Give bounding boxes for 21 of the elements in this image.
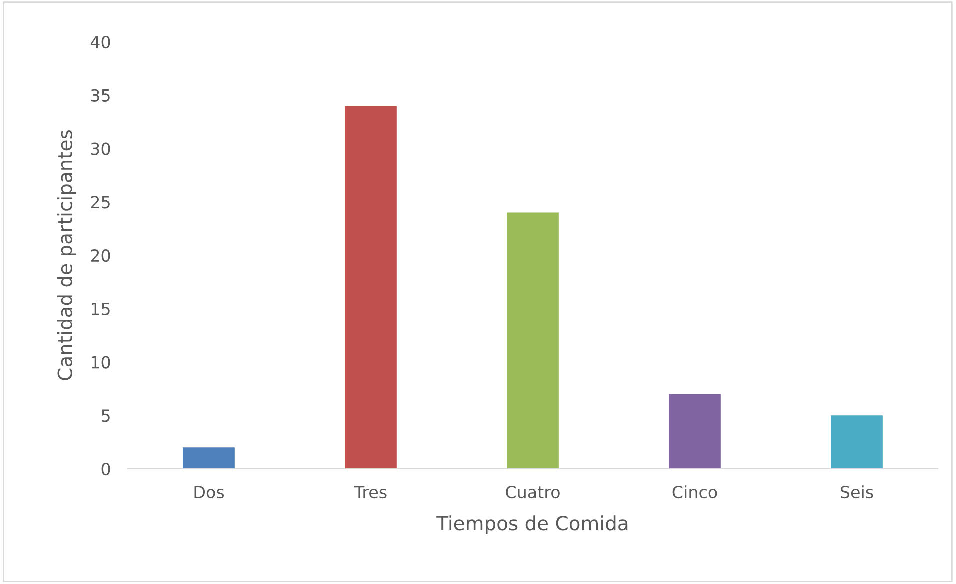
bar	[345, 106, 397, 469]
y-tick-label: 0	[102, 462, 110, 476]
x-tick-label: Seis	[841, 486, 874, 499]
x-tick-label: Cinco	[672, 486, 718, 499]
x-tick-label: Dos	[194, 486, 224, 499]
y-tick-label: 30	[91, 142, 110, 156]
x-tick-label: Cuatro	[506, 486, 560, 499]
bar	[669, 394, 721, 469]
y-tick-label: 25	[91, 196, 110, 209]
y-tick-label: 10	[92, 356, 110, 369]
y-tick-label: 5	[102, 410, 110, 422]
bar	[507, 212, 559, 469]
bar	[831, 416, 883, 469]
x-tick-label: Tres	[354, 486, 387, 499]
y-tick-label: 20	[91, 249, 110, 262]
y-tick-label: 15	[92, 303, 110, 316]
y-tick-label: 35	[91, 89, 110, 102]
bar	[183, 448, 235, 469]
y-tick-label: 40	[90, 36, 110, 49]
x-axis-title: Tiempos de Comida	[436, 516, 628, 535]
y-axis-title: Cantidad de participantes	[57, 130, 76, 380]
